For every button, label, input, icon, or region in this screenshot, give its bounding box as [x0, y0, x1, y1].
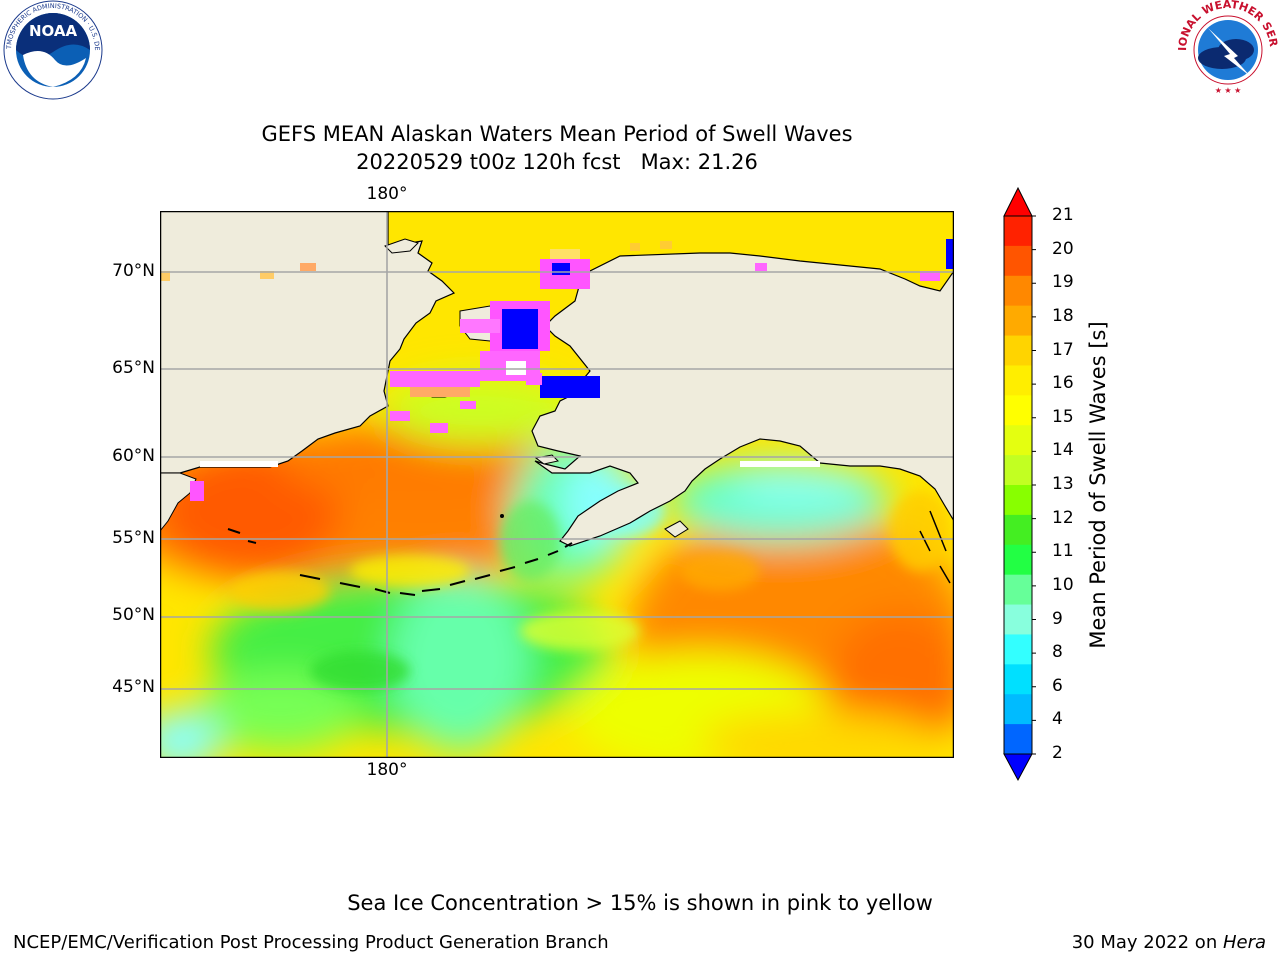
lon-label-top: 180°	[366, 184, 408, 204]
colorbar-tick-label: 13	[1052, 474, 1074, 494]
map-svg	[159, 210, 955, 759]
aleutian-islands	[299, 542, 573, 596]
noaa-logo-text: NOAA	[29, 22, 78, 40]
colorbar-tick-label: 11	[1052, 541, 1074, 562]
nws-logo: NATIONAL WEATHER SERVICE ★ ★ ★	[1173, 0, 1280, 100]
colorbar-tick-label: 19	[1052, 272, 1074, 293]
colorbar-band	[1004, 694, 1032, 725]
colorbar-tick-label: 10	[1052, 574, 1074, 595]
island-kodiak	[664, 520, 689, 538]
colorbar-tick-label: 15	[1052, 406, 1074, 427]
lat-label-70: 70°N	[112, 261, 155, 281]
footer-date-text: 30 May 2022 on	[1071, 932, 1223, 953]
colorbar-tick-label: 8	[1052, 642, 1063, 663]
colorbar-extend-bottom	[1003, 753, 1033, 782]
footer-date: 30 May 2022 on Hera	[1072, 932, 1266, 953]
colorbar-band	[1004, 365, 1032, 396]
island-wrangel	[384, 238, 419, 254]
map-subtitle: 20220529 t00z 120h fcst Max: 21.26	[356, 150, 758, 174]
colorbar-band	[1004, 216, 1032, 247]
colorbar-tick-label: 12	[1052, 507, 1074, 528]
colorbar-tick-label: 20	[1052, 238, 1074, 259]
land-alaska	[520, 211, 954, 547]
colorbar-tick-label: 17	[1052, 339, 1074, 360]
footer-branch: NCEP/EMC/Verification Post Processing Pr…	[13, 932, 609, 953]
colorbar-svg	[1003, 186, 1036, 782]
colorbar-tick-label: 9	[1052, 608, 1063, 629]
colorbar-tick-label: 4	[1052, 709, 1063, 730]
colorbar-tick-label: 16	[1052, 373, 1074, 394]
nws-logo-icon: NATIONAL WEATHER SERVICE ★ ★ ★	[1173, 0, 1280, 98]
colorbar-tick-label: 14	[1052, 440, 1074, 461]
colorbar-tick-label: 18	[1052, 305, 1074, 326]
colorbar-band	[1004, 604, 1032, 635]
map-panel	[159, 210, 955, 759]
land-chukotka	[160, 211, 456, 474]
colorbar-band	[1004, 485, 1032, 516]
colorbar-band	[1004, 335, 1032, 366]
colorbar-band	[1004, 455, 1032, 486]
svg-text:★ ★ ★: ★ ★ ★	[1215, 86, 1242, 95]
lat-label-60: 60°N	[112, 446, 155, 466]
colorbar-extend-top	[1003, 186, 1033, 217]
footer-machine: Hera	[1222, 932, 1266, 953]
lat-label-65: 65°N	[112, 358, 155, 378]
colorbar-band	[1004, 634, 1032, 665]
colorbar-band	[1004, 544, 1032, 576]
colorbar-tick-label: 2	[1052, 743, 1063, 763]
lat-label-50: 50°N	[112, 605, 155, 625]
colorbar-band	[1004, 664, 1032, 695]
colorbar-band	[1004, 305, 1032, 337]
colorbar-band	[1004, 395, 1032, 426]
colorbar-tick-label: 21	[1052, 205, 1074, 225]
colorbar-band	[1004, 275, 1032, 307]
map-title: GEFS MEAN Alaskan Waters Mean Period of …	[261, 122, 853, 146]
colorbar-tick-label: 6	[1052, 675, 1063, 696]
lon-label-bottom: 180°	[366, 760, 408, 780]
colorbar-band	[1004, 245, 1032, 277]
colorbar-band	[1004, 574, 1032, 606]
colorbar	[1000, 186, 1036, 782]
sea-ice-note: Sea Ice Concentration > 15% is shown in …	[347, 891, 933, 915]
colorbar-title: Mean Period of Swell Waves [s]	[1086, 321, 1110, 649]
colorbar-band	[1004, 425, 1032, 456]
sea-ice	[160, 239, 954, 501]
colorbar-bands	[1004, 216, 1032, 755]
lat-label-45: 45°N	[112, 677, 155, 697]
lat-label-55: 55°N	[112, 528, 155, 548]
graticule	[160, 211, 954, 758]
colorbar-band	[1004, 724, 1032, 755]
colorbar-band	[1004, 514, 1032, 546]
swell-period-field	[160, 376, 954, 758]
